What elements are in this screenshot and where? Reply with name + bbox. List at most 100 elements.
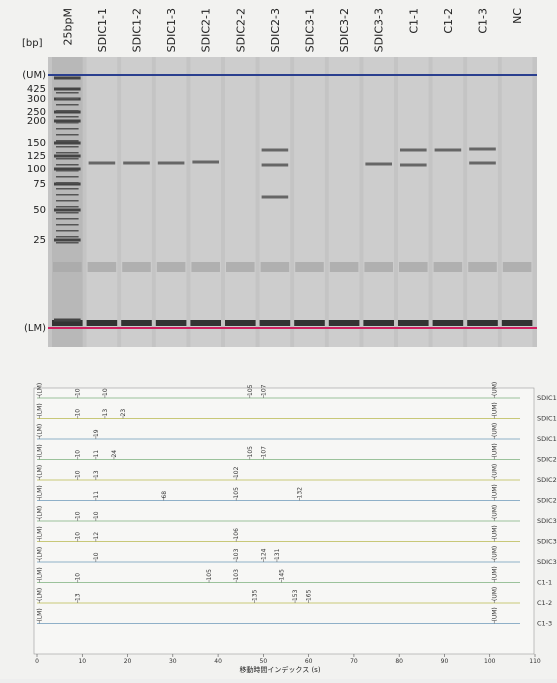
lower-marker-band	[87, 320, 118, 326]
band	[365, 163, 392, 166]
peak-label: 131	[274, 548, 281, 560]
x-tick-label: 20	[124, 658, 132, 665]
peak-label: 10	[75, 388, 82, 396]
lane	[87, 57, 118, 347]
smear	[295, 262, 324, 272]
ladder-band	[56, 194, 79, 196]
peak-label: (LM)	[36, 424, 43, 437]
peak-label: 10	[102, 388, 109, 396]
smear	[226, 262, 255, 272]
peak-label: (UM)	[491, 484, 498, 498]
ladder-band	[56, 212, 79, 214]
size-marker: 25	[33, 235, 46, 246]
x-tick-label: 10	[78, 658, 86, 665]
ladder-band	[56, 164, 79, 166]
ladder-band	[56, 98, 79, 100]
band	[469, 148, 496, 151]
lane	[260, 57, 291, 347]
ladder-band	[56, 206, 79, 208]
peak-label: (LM)	[36, 465, 43, 478]
peak-label: 135	[251, 589, 258, 601]
ladder-band	[56, 152, 79, 154]
peak-label: (UM)	[491, 525, 498, 539]
ladder-band	[56, 188, 79, 190]
ladder-band	[56, 92, 79, 94]
size-marker: 200	[27, 116, 46, 127]
lane-label: SDIC1-1	[96, 8, 109, 52]
peak-label: 10	[75, 511, 82, 519]
trace-label: C1-3	[537, 620, 552, 628]
ladder-band	[56, 158, 79, 160]
ladder-band	[56, 218, 79, 220]
trace-label: SDIC1-3	[537, 435, 557, 443]
peak-label: 107	[260, 384, 267, 396]
smear	[434, 262, 463, 272]
size-marker: 100	[27, 164, 46, 175]
x-tick-label: 60	[305, 658, 313, 665]
lane-label: 25bpM	[61, 8, 74, 45]
band	[123, 162, 150, 165]
lane	[121, 57, 152, 347]
smear	[364, 262, 393, 272]
peak-label: 13	[75, 593, 82, 601]
lane	[398, 57, 429, 347]
trace-label: SDIC1-1	[537, 394, 557, 402]
peak-label: 124	[260, 548, 267, 560]
band	[89, 162, 116, 165]
peak-label: (UM)	[491, 546, 498, 560]
lower-marker-band	[225, 320, 256, 326]
band	[262, 196, 289, 199]
lane-label: NC	[511, 8, 524, 24]
ladder-band	[54, 77, 81, 80]
peak-label: 10	[75, 450, 82, 458]
peak-label: 10	[75, 409, 82, 417]
ladder-band	[56, 122, 79, 124]
lower-marker-band	[363, 320, 394, 326]
peak-label: 11	[93, 491, 100, 499]
lower-marker-band	[156, 320, 187, 326]
size-marker: (UM)	[22, 70, 46, 81]
x-tick-label: 80	[395, 658, 403, 665]
x-tick-label: 50	[260, 658, 268, 665]
ladder-band	[56, 236, 79, 238]
peak-label: 153	[292, 589, 299, 601]
trace-label: SDIC2-3	[537, 497, 557, 505]
peak-label: (UM)	[491, 464, 498, 478]
lower-marker-band	[329, 320, 360, 326]
peak-label: 10	[75, 470, 82, 478]
peak-label: 105	[206, 569, 213, 581]
unit-label: [bp]	[22, 38, 43, 49]
lower-marker-band	[398, 320, 429, 326]
peak-label: (LM)	[36, 547, 43, 560]
peak-label: (LM)	[36, 608, 43, 621]
ladder-band	[56, 116, 79, 118]
lane-label: C1-1	[407, 8, 420, 34]
size-marker: 300	[27, 94, 46, 105]
peak-label: (LM)	[36, 506, 43, 519]
lower-marker-band	[502, 320, 533, 326]
ladder-band	[56, 146, 79, 148]
peak-label: 19	[93, 429, 100, 437]
ladder-band	[56, 224, 79, 226]
lane-label: SDIC3-2	[338, 8, 351, 52]
smear	[191, 262, 220, 272]
peak-label: (LM)	[36, 485, 43, 498]
lane	[225, 57, 256, 347]
peak-label: 102	[233, 466, 240, 478]
peak-label: (UM)	[491, 423, 498, 437]
x-tick-label: 110	[529, 658, 541, 665]
x-tick-label: 30	[169, 658, 177, 665]
trace-label: C1-1	[537, 579, 552, 587]
lane-label: C1-2	[442, 8, 455, 34]
peak-label: 103	[233, 548, 240, 560]
peak-label: 10	[93, 511, 100, 519]
ladder-band	[56, 182, 79, 184]
band	[262, 164, 289, 167]
ladder-band	[56, 230, 79, 232]
peak-label: (UM)	[491, 382, 498, 396]
peak-label: 12	[93, 532, 100, 540]
peak-label: (UM)	[491, 402, 498, 416]
peak-label: (LM)	[36, 403, 43, 416]
peak-label: 13	[93, 470, 100, 478]
smear	[503, 262, 532, 272]
